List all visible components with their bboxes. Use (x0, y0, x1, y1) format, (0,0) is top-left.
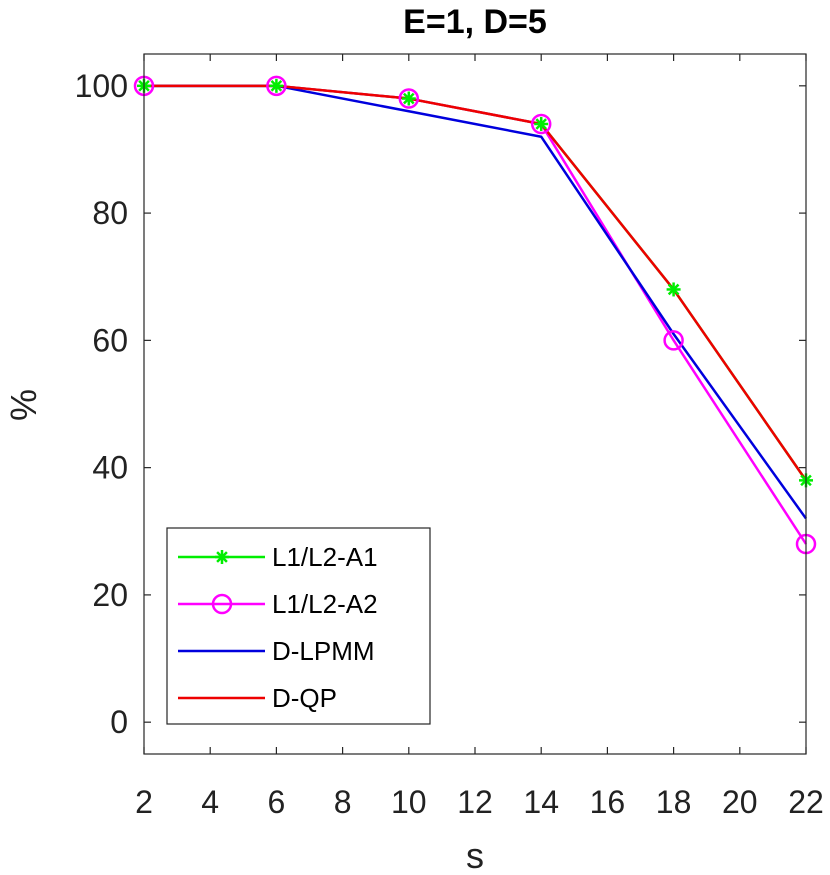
legend-entry: D-LPMM (178, 636, 375, 666)
legend: L1/L2-A1 L1/L2-A2 D-LPMM D-QP (166, 527, 431, 725)
y-axis-label: % (3, 389, 44, 421)
chart-title: E=1, D=5 (403, 3, 547, 41)
series-2-point (398, 88, 420, 109)
series-2-point (266, 75, 287, 97)
series-2-point (530, 113, 552, 135)
series-1-point (666, 282, 681, 297)
y-tick-label: 40 (92, 450, 128, 486)
y-tick-label: 80 (92, 195, 128, 231)
plot-frame (143, 53, 807, 755)
legend-marker (215, 550, 229, 564)
x-tick-label: 12 (457, 784, 493, 820)
x-tick-label: 6 (268, 784, 286, 820)
legend-label: D-LPMM (272, 636, 375, 666)
legend-box (166, 527, 431, 725)
ticks-layer: 2 4 6 8 10 12 14 16 18 20 22 0 20 40 60 80 100 (75, 54, 824, 820)
x-tick-label: 14 (523, 784, 559, 820)
y-tick-label: 20 (92, 577, 128, 613)
x-tick-label: 20 (722, 784, 758, 820)
series-1-point (534, 117, 549, 131)
legend-label: D-QP (272, 683, 337, 713)
series-1-point (401, 91, 416, 106)
series-2-point (663, 330, 684, 351)
asterisk-stroke (535, 118, 547, 130)
legend-label: L1/L2-A2 (272, 589, 378, 619)
asterisk-stroke (216, 551, 228, 563)
y-tick-label: 60 (92, 322, 128, 358)
legend-entry: L1/L2-A1 (178, 542, 378, 572)
x-axis-label: s (466, 835, 484, 875)
asterisk-stroke (667, 283, 680, 296)
series-layer (133, 75, 817, 555)
legend-label: L1/L2-A1 (272, 542, 378, 572)
x-tick-label: 8 (334, 784, 352, 820)
x-tick-label: 10 (391, 784, 427, 820)
asterisk-stroke (270, 80, 283, 92)
y-tick-label: 0 (110, 704, 128, 740)
x-tick-label: 16 (590, 784, 626, 820)
series-1-point (269, 78, 284, 93)
legend-entry: L1/L2-A2 (178, 589, 378, 619)
series-line-4 (144, 84, 808, 482)
x-tick-label: 2 (135, 784, 153, 820)
asterisk-stroke (403, 92, 415, 105)
x-tick-label: 4 (201, 784, 219, 820)
x-tick-label: 18 (656, 784, 692, 820)
legend-marker (211, 593, 233, 615)
legend-entry: D-QP (178, 683, 337, 713)
x-tick-label: 22 (788, 784, 824, 820)
y-tick-label: 100 (75, 68, 128, 104)
